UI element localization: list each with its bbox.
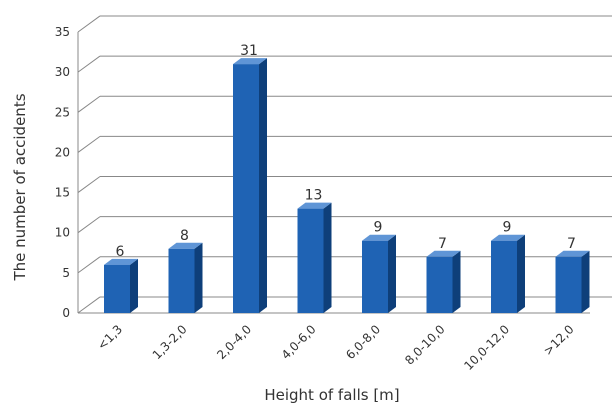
bar [491, 240, 517, 313]
bars [104, 58, 590, 313]
bar-side [130, 258, 138, 313]
data-labels: 6 8 31 13 9 7 9 7 [116, 43, 576, 260]
grid-depth-line [77, 296, 101, 314]
bar-value-label: 7 [567, 236, 576, 252]
y-tick-label: 5 [62, 266, 70, 280]
y-tick-label: 35 [55, 25, 70, 39]
grid-depth-line [77, 176, 101, 193]
bar [555, 256, 582, 313]
bar-top [491, 234, 525, 241]
x-tick-labels: <1,3 1,3-2,0 2,0-4,0 4,0-6,0 6,0-8,0 8,0-10,0… [95, 322, 577, 373]
bar-side [194, 242, 203, 313]
bar-top [297, 202, 332, 209]
x-tick-label: 1,3-2,0 [150, 322, 190, 362]
bar-side [259, 58, 267, 313]
bar-top [233, 58, 267, 65]
y-tick-label: 25 [55, 105, 70, 119]
y-tick-labels: 0 5 10 15 20 25 30 35 [55, 25, 70, 320]
x-tick-label: 8,0-10,0 [402, 322, 447, 367]
bar [362, 240, 388, 313]
bar-top [426, 250, 461, 257]
bar-value-label: 13 [305, 188, 323, 204]
x-tick-label: 2,0-4,0 [214, 322, 254, 362]
grid-depth-line [77, 135, 101, 153]
bar-value-label: 31 [240, 43, 258, 59]
bar-value-label: 9 [503, 220, 512, 236]
bar [104, 264, 130, 313]
y-tick-label: 10 [55, 226, 70, 240]
grid-depth-line [77, 15, 101, 33]
grid-lines [77, 15, 612, 314]
bar-value-label: 9 [374, 220, 383, 236]
y-tick-label: 15 [55, 186, 70, 200]
x-tick-label: <1,3 [95, 322, 126, 353]
grid-depth-line [77, 55, 101, 73]
x-tick-label: 10,0-12,0 [461, 322, 512, 373]
bar-side [517, 234, 525, 313]
bar-side [388, 234, 396, 313]
x-tick-label: >12,0 [541, 322, 577, 358]
bar [297, 208, 324, 313]
grid-depth-line [77, 95, 101, 113]
bar-top [104, 258, 138, 265]
y-axis-title: The number of accidents [11, 93, 29, 281]
bar-value-label: 6 [116, 244, 125, 260]
x-tick-label: 6,0-8,0 [343, 322, 383, 362]
grid-depth-line [77, 256, 101, 274]
bar-side [452, 250, 461, 313]
grid-depth-line [77, 216, 101, 234]
bar [426, 256, 453, 313]
y-tick-label: 30 [55, 65, 70, 79]
bar-top [555, 250, 590, 257]
bar-side [323, 202, 332, 313]
bar [233, 64, 259, 313]
x-tick-label: 4,0-6,0 [279, 322, 319, 362]
bar [168, 248, 195, 313]
y-tick-label: 20 [55, 145, 70, 159]
bar-top [168, 242, 203, 249]
x-axis-title: Height of falls [m] [264, 386, 399, 404]
y-tick-label: 0 [62, 306, 70, 320]
bar-value-label: 8 [180, 228, 189, 244]
bar-top [362, 234, 396, 241]
bar-side [581, 250, 590, 313]
bar-value-label: 7 [438, 236, 447, 252]
